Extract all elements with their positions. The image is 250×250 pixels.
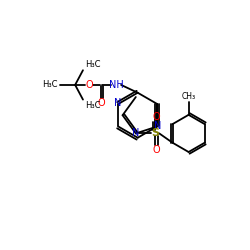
Text: H₃C: H₃C: [42, 80, 58, 90]
Text: S: S: [151, 128, 159, 138]
Text: O: O: [152, 145, 160, 155]
Text: O: O: [85, 80, 93, 90]
Text: N: N: [114, 98, 121, 108]
Text: H₃C: H₃C: [85, 60, 100, 69]
Text: NH: NH: [109, 80, 124, 90]
Text: N: N: [154, 122, 162, 132]
Text: N: N: [132, 128, 140, 138]
Text: O: O: [152, 112, 160, 122]
Text: CH₃: CH₃: [182, 92, 196, 101]
Text: O: O: [98, 98, 105, 108]
Text: H₃C: H₃C: [85, 101, 100, 110]
